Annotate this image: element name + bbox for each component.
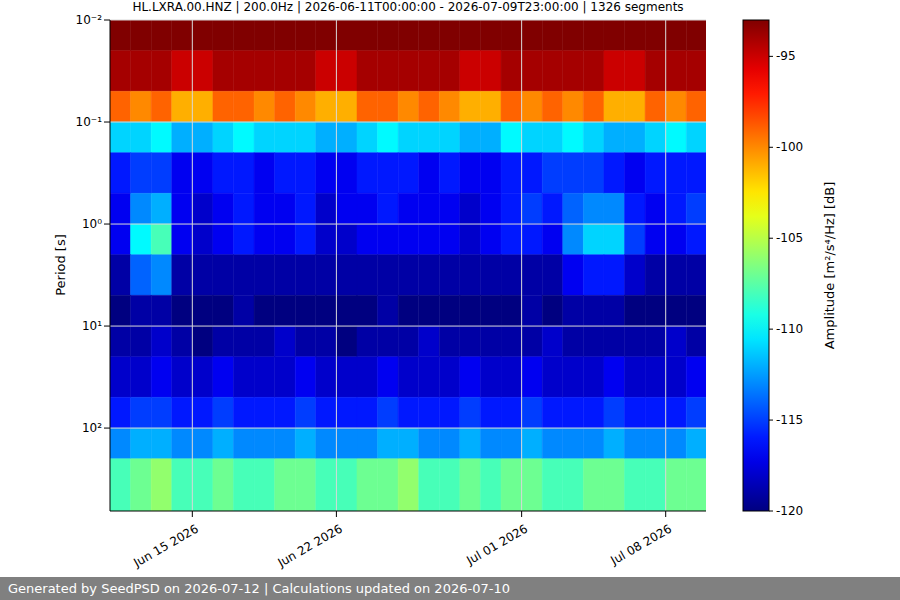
html-text:Generated by SeedPSD on 2026-0: Generated by SeedPSD on 2026-07-12 | Cal… <box>8 581 510 596</box>
svg-text:-105: -105 <box>776 231 803 245</box>
svg-text:10²: 10² <box>82 421 102 435</box>
svg-text:-100: -100 <box>776 140 803 154</box>
svg-text:-120: -120 <box>776 504 803 518</box>
svg-text:10⁻¹: 10⁻¹ <box>76 115 103 129</box>
html-text:HL.LXRA.00.HNZ | 200.0Hz | 202: HL.LXRA.00.HNZ | 200.0Hz | 2026-06-11T00… <box>132 0 684 14</box>
html-text:Period [s]: Period [s] <box>52 234 68 296</box>
svg-text:10⁻²: 10⁻² <box>76 13 103 27</box>
svg-text:10¹: 10¹ <box>82 319 102 333</box>
svg-text:Jun 22 2026: Jun 22 2026 <box>275 522 345 571</box>
svg-text:10⁰: 10⁰ <box>82 217 102 231</box>
svg-text:Jun 15 2026: Jun 15 2026 <box>130 522 200 571</box>
svg-text:-115: -115 <box>776 413 803 427</box>
svg-text:Amplitude [m²/s⁴/Hz] [dB]: Amplitude [m²/s⁴/Hz] [dB] <box>822 182 837 350</box>
svg-text:Jul 01 2026: Jul 01 2026 <box>463 522 530 569</box>
svg-text:-95: -95 <box>776 49 796 63</box>
svg-text:-110: -110 <box>776 322 803 336</box>
svg-text:Jul 08 2026: Jul 08 2026 <box>608 522 675 569</box>
